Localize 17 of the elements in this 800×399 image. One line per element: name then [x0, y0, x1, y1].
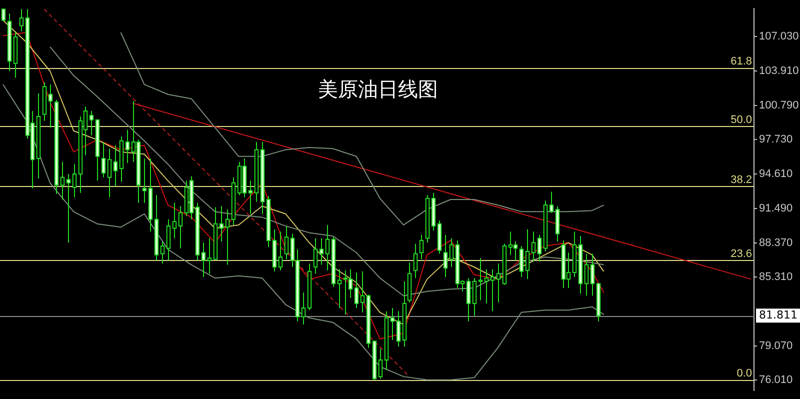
annotation: 23.6	[730, 248, 752, 260]
y-tick-label: 76.010	[759, 374, 793, 386]
annotation: 38.2	[730, 174, 752, 186]
y-tick-label: 79.070	[759, 340, 793, 352]
y-tick-label: 103.910	[759, 65, 799, 78]
y-tick-label: 100.790	[759, 100, 799, 112]
annotation: 0.0	[736, 367, 752, 380]
y-tick-label: 107.030	[759, 30, 799, 43]
y-tick-label: 85.310	[759, 270, 793, 283]
annotation: 50.0	[730, 114, 752, 126]
ref-line-label: 81.811	[759, 308, 798, 322]
y-tick-label: 94.610	[759, 168, 793, 180]
text: 美原油日线图	[318, 76, 438, 103]
annotation: 61.8	[730, 55, 752, 68]
y-tick-label: 88.370	[759, 237, 793, 250]
y-tick-label: 91.490	[759, 202, 793, 214]
y-tick-label: 97.730	[759, 133, 793, 146]
